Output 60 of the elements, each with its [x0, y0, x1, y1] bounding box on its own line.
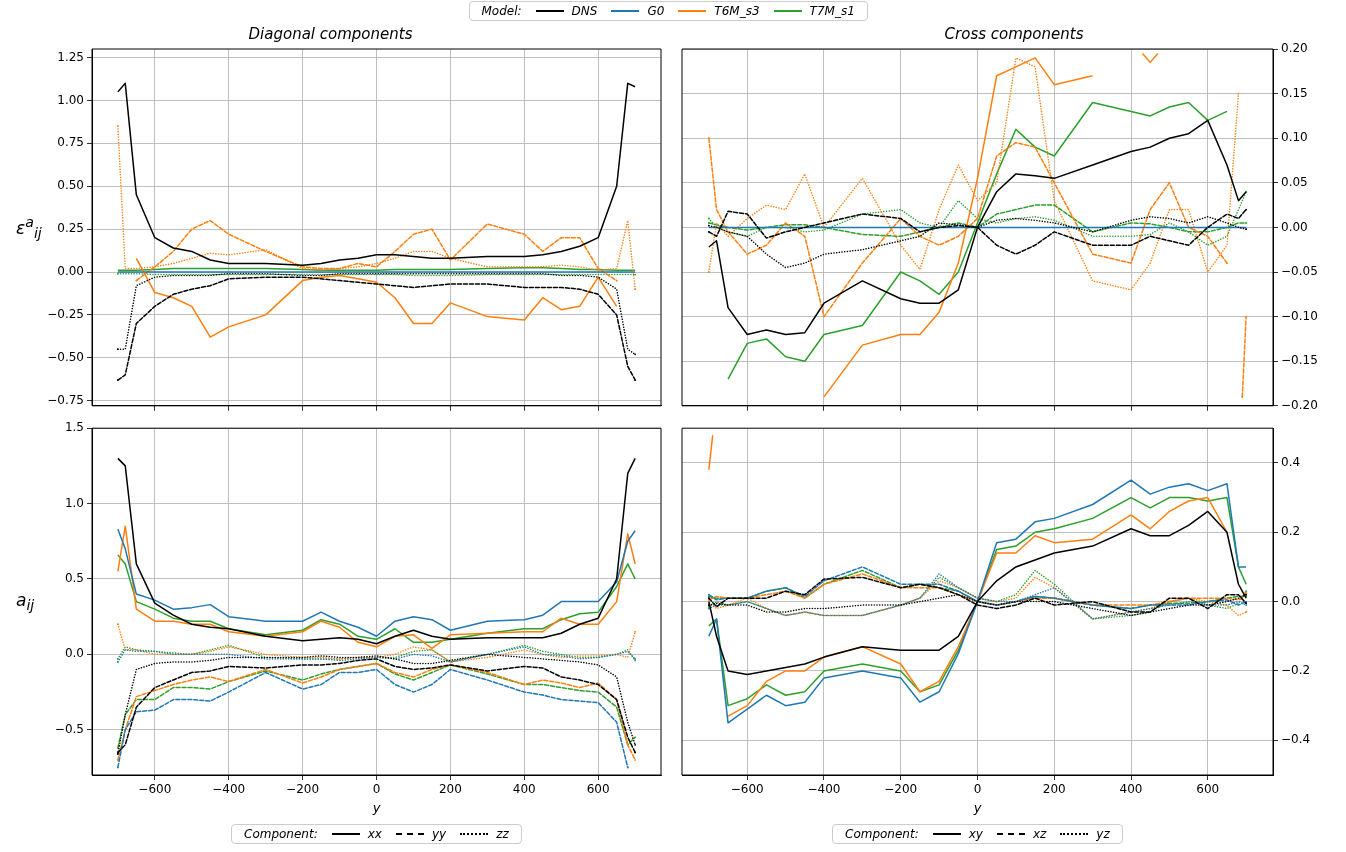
legend-label: T7M_s1 — [809, 4, 855, 18]
y-tick-label: 0.00 — [57, 264, 84, 279]
x-tick-label: 600 — [586, 782, 610, 797]
y-tick-label: 1.00 — [57, 92, 84, 107]
text: xy — [968, 827, 983, 841]
x-tick-label: −200 — [286, 782, 320, 797]
text: yz — [1096, 827, 1110, 841]
y-axis-title: a$_{ij}$ — [16, 590, 35, 614]
y2-tick-label: 0.10 — [1281, 130, 1308, 145]
x-axis-title: y — [972, 799, 982, 815]
y-tick-label: 1.5 — [64, 420, 84, 435]
y2-tick-label: −0.05 — [1281, 264, 1318, 279]
y-tick-label: −0.25 — [47, 307, 84, 322]
x-tick-label: 400 — [1119, 782, 1143, 797]
x-tick-label: 200 — [1042, 782, 1066, 797]
text: xz — [1032, 827, 1047, 841]
y2-tick-label: 0.2 — [1281, 524, 1301, 539]
y-tick-label: 0.50 — [57, 178, 84, 193]
x-tick-label: 0 — [973, 782, 982, 797]
x-tick-label: −600 — [138, 782, 172, 797]
y2-tick-label: 0.0 — [1281, 593, 1301, 608]
y2-tick-label: −0.2 — [1281, 663, 1311, 678]
x-axis-title: y — [371, 799, 381, 815]
y2-tick-label: −0.20 — [1281, 397, 1318, 412]
y-tick-label: 1.0 — [64, 495, 84, 510]
y2-tick-label: −0.4 — [1281, 732, 1311, 747]
y2-tick-label: 0.00 — [1281, 219, 1308, 234]
x-tick-label: −600 — [730, 782, 764, 797]
legend-label: G0 — [647, 4, 665, 18]
chart-title: Diagonal components — [248, 24, 413, 43]
y2-tick-label: −0.15 — [1281, 353, 1318, 368]
y2-tick-label: 0.4 — [1281, 455, 1301, 470]
text: zz — [496, 827, 509, 841]
y2-tick-label: 0.15 — [1281, 85, 1308, 100]
text: xx — [367, 827, 382, 841]
x-tick-label: −400 — [212, 782, 246, 797]
y-tick-label: −0.5 — [54, 721, 84, 736]
x-tick-label: 0 — [372, 782, 381, 797]
chart-title: Cross components — [944, 24, 1084, 43]
legend-title: Component: — [244, 827, 318, 841]
x-tick-label: 600 — [1196, 782, 1220, 797]
y-tick-label: −0.75 — [47, 392, 84, 407]
y-tick-label: −0.50 — [47, 349, 84, 364]
y2-tick-label: 0.05 — [1281, 174, 1308, 189]
legend-title: Model: — [481, 4, 522, 18]
x-tick-label: −400 — [807, 782, 841, 797]
y-tick-label: 0.25 — [57, 221, 84, 236]
y2-tick-label: 0.20 — [1281, 41, 1308, 56]
x-tick-label: −200 — [884, 782, 918, 797]
text: yy — [431, 827, 447, 841]
x-tick-label: 200 — [438, 782, 462, 797]
y2-tick-label: −0.10 — [1281, 308, 1318, 323]
legend-label: DNS — [571, 4, 598, 18]
legend-label: T6M_s3 — [714, 4, 760, 18]
legend-title: Component: — [845, 827, 919, 841]
y-tick-label: 0.0 — [64, 646, 84, 661]
y-tick-label: 0.75 — [57, 135, 84, 150]
y-tick-label: 1.25 — [57, 49, 84, 64]
x-tick-label: 400 — [512, 782, 536, 797]
y-tick-label: 0.5 — [64, 571, 84, 586]
